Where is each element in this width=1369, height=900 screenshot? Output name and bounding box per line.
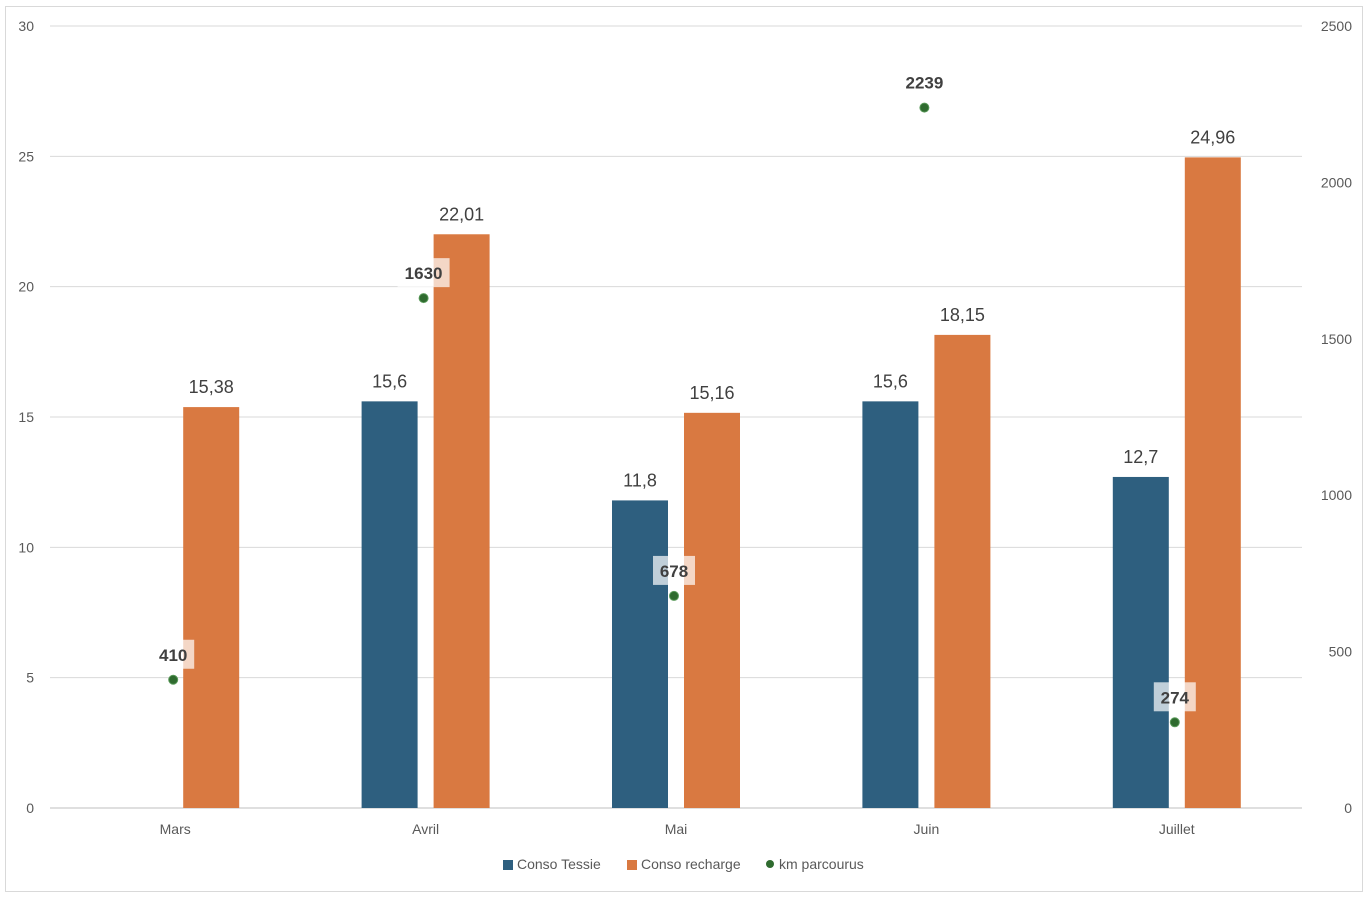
bar-value-label: 11,8 <box>623 470 657 490</box>
left-tick-label: 10 <box>18 539 34 555</box>
bar-value-label: 15,6 <box>873 371 908 391</box>
right-tick-label: 2500 <box>1321 18 1352 34</box>
legend-swatch <box>503 860 513 870</box>
legend-entry: Conso recharge <box>641 856 741 872</box>
left-tick-label: 5 <box>26 670 34 686</box>
bar-value-label: 15,38 <box>189 377 234 397</box>
bar-value-label: 12,7 <box>1123 447 1158 467</box>
bar-conso-tessie <box>862 401 919 808</box>
category-label: Juillet <box>1159 821 1195 837</box>
km-label-background <box>152 639 195 669</box>
km-value-label: 410 <box>159 646 187 665</box>
legend-entry: Conso Tessie <box>517 856 601 872</box>
left-tick-label: 0 <box>26 800 34 816</box>
bar-conso-tessie <box>1112 476 1169 808</box>
km-point <box>168 674 179 685</box>
right-axis-ticks: 0 500 1000 1500 2000 2500 <box>1321 18 1352 816</box>
category-labels: Mars Avril Mai Juin Juillet <box>160 821 1195 837</box>
km-value-label: 678 <box>660 562 688 581</box>
left-tick-label: 20 <box>18 279 34 295</box>
km-point <box>919 102 930 113</box>
legend-entry: km parcourus <box>779 856 864 872</box>
km-point <box>418 293 429 304</box>
bar-value-label: 22,01 <box>439 204 484 224</box>
category-label: Mai <box>665 821 688 837</box>
km-point <box>669 590 679 601</box>
km-value-label: 2239 <box>905 74 943 93</box>
right-tick-label: 2000 <box>1321 174 1352 190</box>
bar-value-label: 18,15 <box>940 305 985 325</box>
km-points: 410 1630 678 2239 274 <box>152 74 1196 728</box>
legend-marker <box>766 860 774 868</box>
legend-swatch <box>627 860 637 870</box>
km-value-label: 274 <box>1161 688 1190 707</box>
bar-conso-tessie <box>361 401 418 808</box>
category-label: Avril <box>412 821 439 837</box>
km-value-label: 1630 <box>405 264 443 283</box>
legend: Conso Tessie Conso recharge km parcourus <box>503 856 864 872</box>
right-tick-label: 0 <box>1344 800 1352 816</box>
right-tick-label: 1000 <box>1321 487 1352 503</box>
km-label-background <box>653 555 695 585</box>
right-tick-label: 500 <box>1329 644 1353 660</box>
left-tick-label: 15 <box>18 409 34 425</box>
km-label-background <box>1153 682 1196 712</box>
bar-conso-recharge <box>183 407 240 808</box>
bar-value-label: 15,16 <box>689 383 734 403</box>
km-point <box>1169 717 1180 728</box>
category-label: Juin <box>914 821 940 837</box>
category-label: Mars <box>160 821 191 837</box>
left-tick-label: 25 <box>18 148 34 164</box>
bar-conso-recharge <box>934 334 991 808</box>
bars: 15,6 11,8 15,6 12,7 15,38 22,01 15,16 18,15 24,9… <box>183 127 1241 809</box>
bar-conso-recharge <box>433 234 490 809</box>
bar-conso-recharge <box>684 412 740 808</box>
gridlines <box>50 25 1302 809</box>
left-axis-ticks: 0 5 10 15 20 25 30 <box>18 18 34 816</box>
bar-value-label: 24,96 <box>1190 127 1235 147</box>
left-tick-label: 30 <box>18 18 34 34</box>
bar-conso-tessie <box>612 500 668 808</box>
km-label-background <box>397 258 450 288</box>
right-tick-label: 1500 <box>1321 331 1352 347</box>
bar-value-label: 15,6 <box>372 371 407 391</box>
